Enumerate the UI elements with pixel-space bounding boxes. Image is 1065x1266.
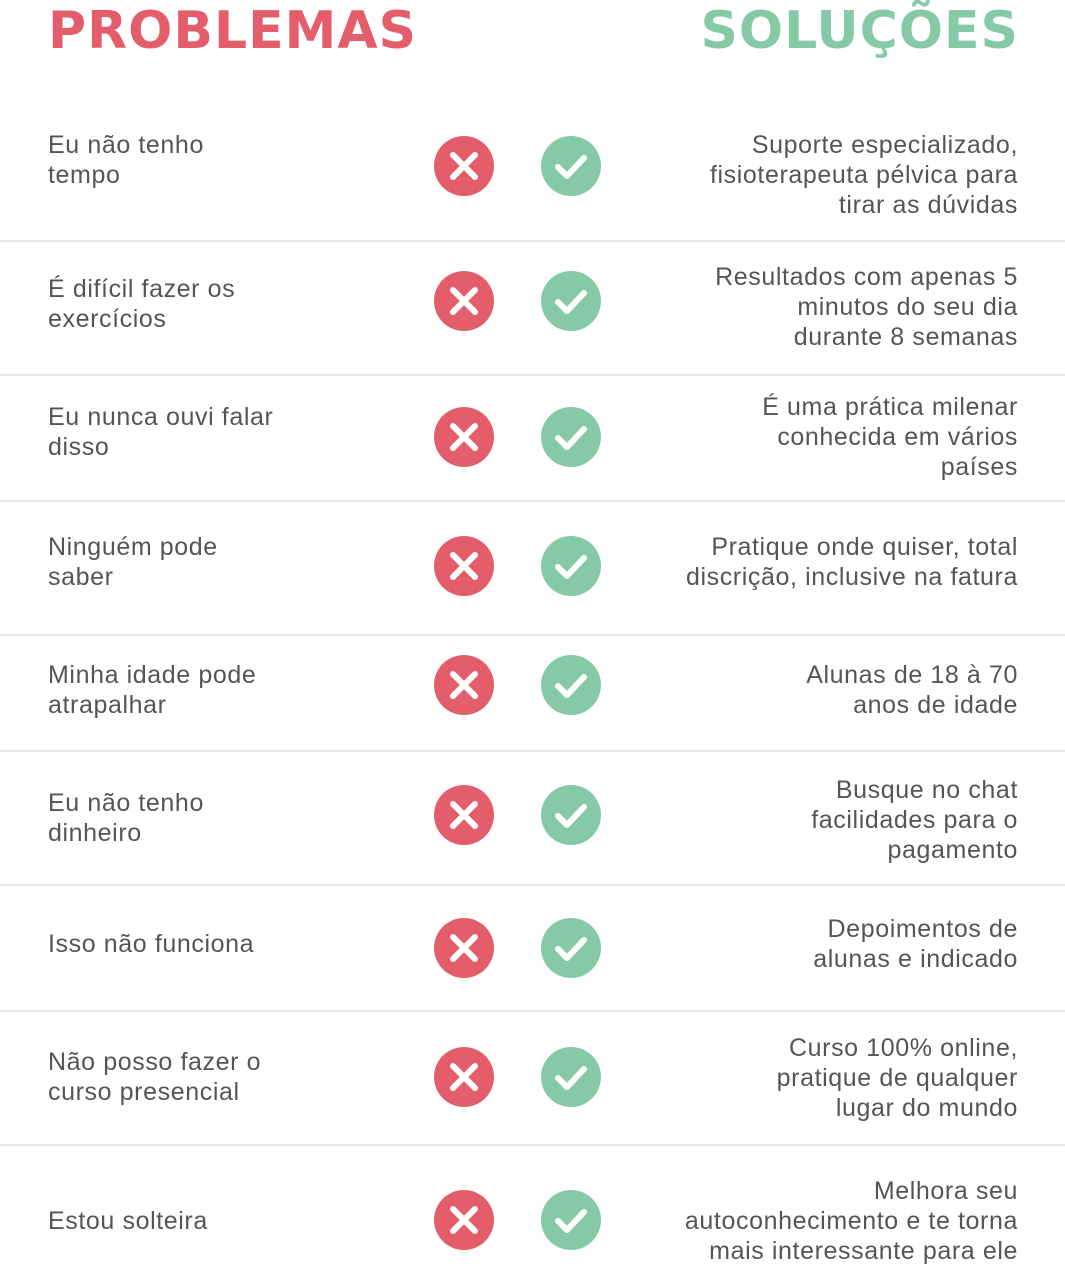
check-circle-icon	[541, 1047, 601, 1107]
solution-text: Resultados com apenas 5 minutos do seu d…	[715, 263, 1018, 351]
check-circle-icon	[541, 1190, 601, 1250]
comparison-row: Eu nunca ouvi falar disso É uma prática …	[0, 376, 1065, 502]
x-circle-icon	[434, 785, 494, 845]
comparison-row: Eu não tenho tempo Suporte especializado…	[0, 92, 1065, 242]
solution-text: É uma prática milenar conhecida em vário…	[762, 393, 1018, 481]
x-circle-icon	[434, 1047, 494, 1107]
problem-text: Estou solteira	[48, 1207, 208, 1235]
solution-text: Suporte especializado, fisioterapeuta pé…	[709, 131, 1018, 219]
comparison-row: Não posso fazer o curso presencial Curso…	[0, 1012, 1065, 1146]
comparison-row: Minha idade pode atrapalhar Alunas de 18…	[0, 636, 1065, 752]
check-circle-icon	[541, 407, 601, 467]
comparison-row: É difícil fazer os exercícios Resultados…	[0, 242, 1065, 376]
check-circle-icon	[541, 136, 601, 196]
solution-text: Busque no chat facilidades para o pagame…	[811, 776, 1018, 864]
solution-text: Pratique onde quiser, total discrição, i…	[685, 533, 1018, 591]
comparison-row: Estou solteira Melhora seu autoconhecime…	[0, 1146, 1065, 1265]
check-circle-icon	[541, 271, 601, 331]
x-circle-icon	[434, 1190, 494, 1250]
problem-text: Minha idade pode atrapalhar	[48, 661, 257, 719]
problems-title: PROBLEMAS	[48, 1, 418, 61]
check-circle-icon	[541, 785, 601, 845]
problem-text: Ninguém pode saber	[48, 533, 218, 591]
problem-text: Não posso fazer o curso presencial	[48, 1048, 262, 1106]
problem-text: Eu não tenho dinheiro	[48, 789, 204, 847]
solution-text: Curso 100% online, pratique de qualquer …	[776, 1034, 1018, 1122]
comparison-row: Eu não tenho dinheiro Busque no chat fac…	[0, 752, 1065, 886]
x-circle-icon	[434, 918, 494, 978]
x-circle-icon	[434, 136, 494, 196]
problem-text: Eu nunca ouvi falar disso	[48, 403, 274, 461]
solution-text: Depoimentos de alunas e indicado	[813, 915, 1018, 973]
x-circle-icon	[434, 655, 494, 715]
check-circle-icon	[541, 918, 601, 978]
solution-text: Melhora seu autoconhecimento e te torna …	[684, 1177, 1018, 1265]
problem-text: É difícil fazer os exercícios	[48, 275, 236, 333]
problem-text: Isso não funciona	[48, 930, 255, 958]
solution-text: Alunas de 18 à 70 anos de idade	[806, 661, 1018, 719]
check-circle-icon	[541, 655, 601, 715]
comparison-row: Isso não funciona Depoimentos de alunas …	[0, 886, 1065, 1012]
comparison-row: Ninguém pode saber Pratique onde quiser,…	[0, 502, 1065, 636]
x-circle-icon	[434, 536, 494, 596]
problem-text: Eu não tenho tempo	[48, 131, 204, 189]
x-circle-icon	[434, 407, 494, 467]
solutions-title: SOLUÇÕES	[700, 1, 1019, 61]
check-circle-icon	[541, 536, 601, 596]
x-circle-icon	[434, 271, 494, 331]
